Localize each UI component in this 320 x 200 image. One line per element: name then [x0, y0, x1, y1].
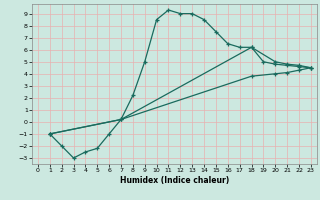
X-axis label: Humidex (Indice chaleur): Humidex (Indice chaleur) — [120, 176, 229, 185]
